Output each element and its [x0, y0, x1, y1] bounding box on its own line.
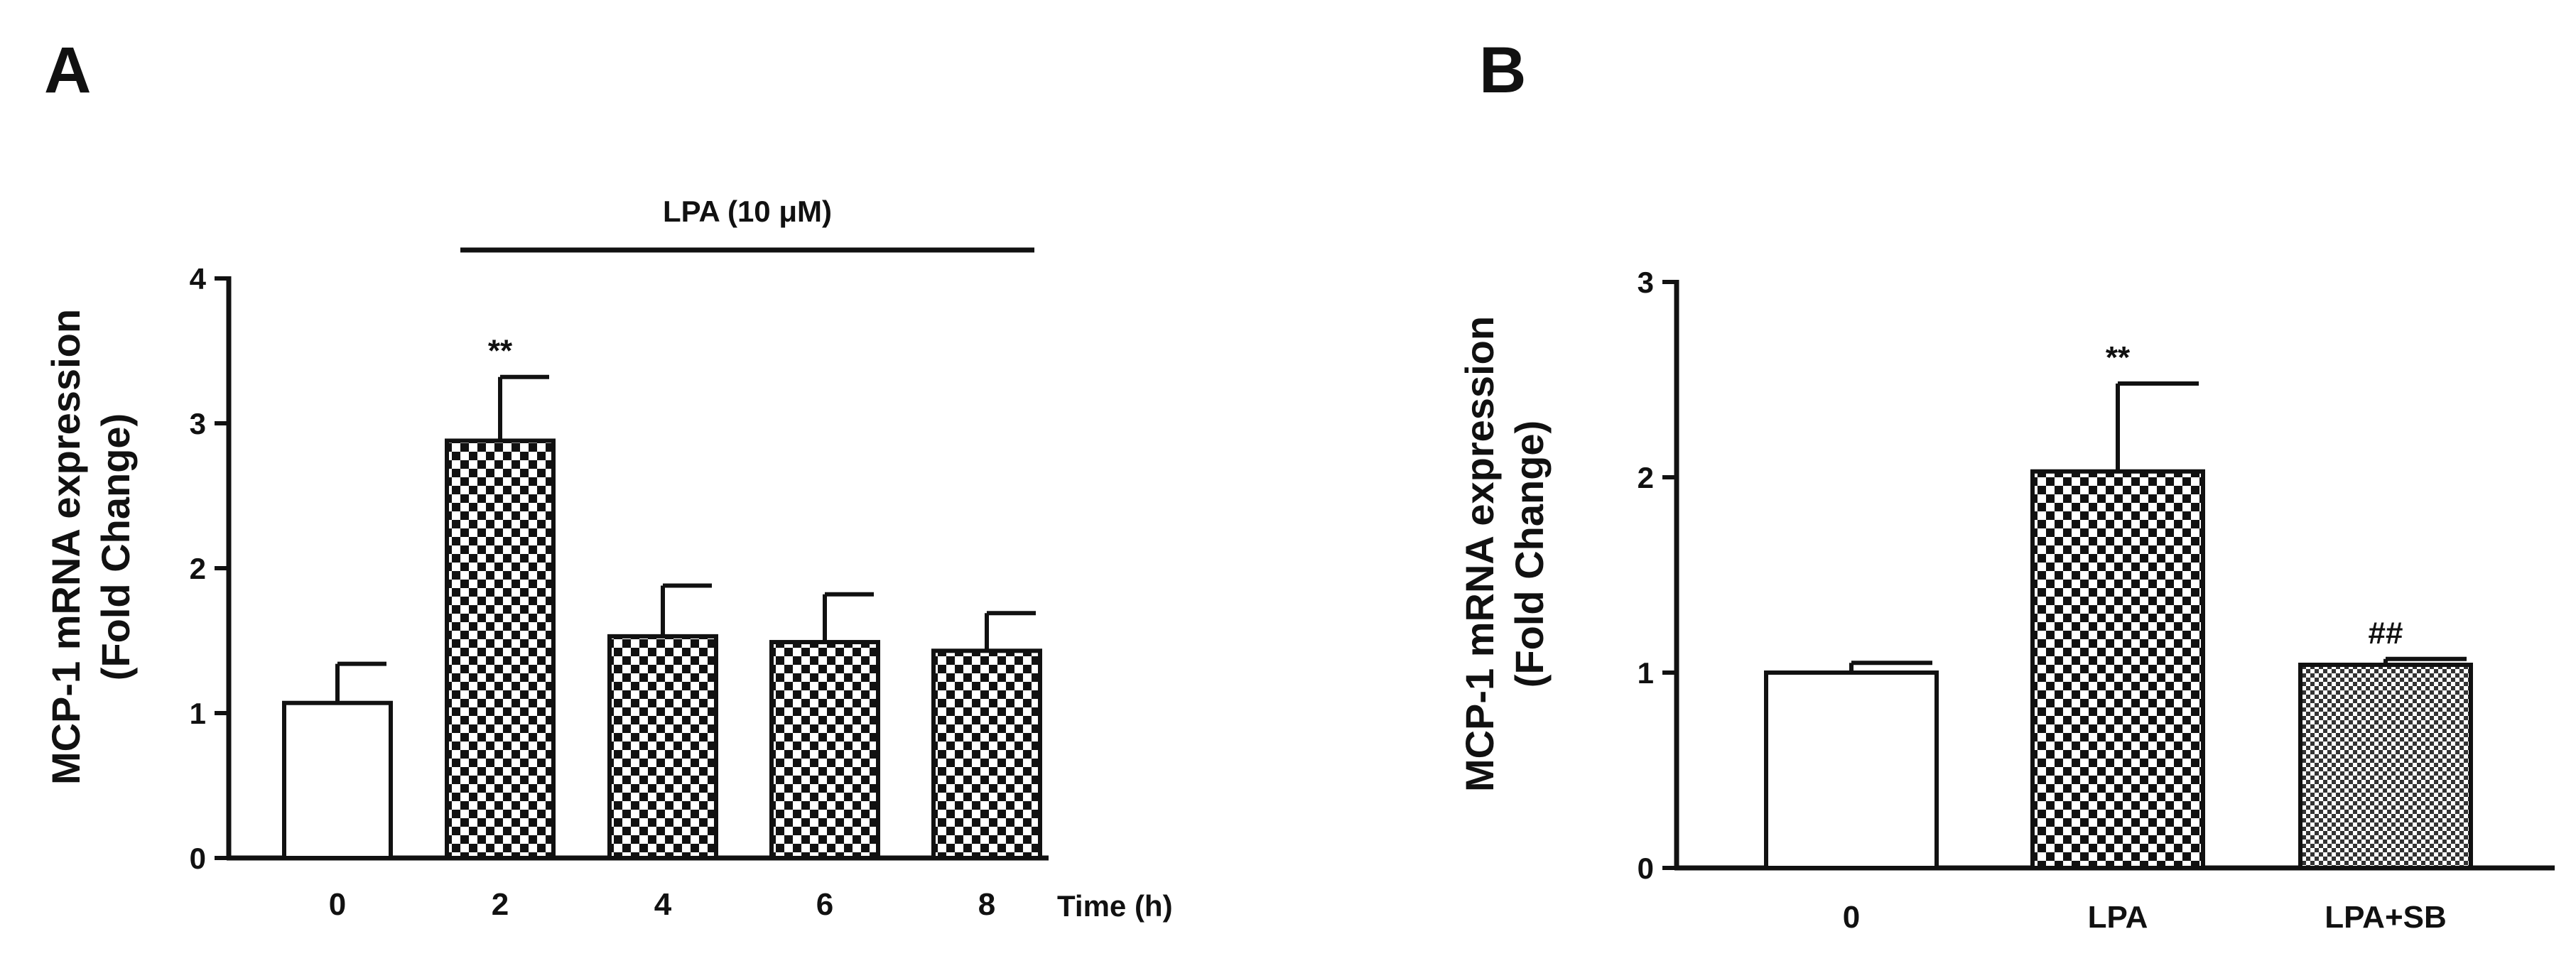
panel-b-bar-LPA+SB — [2298, 663, 2473, 870]
panel-b-category-label: 0 — [1843, 900, 1860, 935]
panel-b-significance: ## — [2369, 616, 2403, 651]
panel-a-category-label: 8 — [978, 887, 995, 922]
panel-a-category-label: 6 — [816, 887, 833, 922]
panel-b-bar-LPA — [2030, 469, 2205, 870]
panel-b-ytick-label: 3 — [1638, 266, 1654, 299]
panel-b-category-label: LPA — [2088, 900, 2148, 935]
panel-a-ytick-label: 3 — [190, 407, 206, 440]
panel-a-bar-2 — [445, 438, 556, 860]
panel-a-letter: A — [44, 34, 91, 107]
panel-a-ytick-label: 1 — [190, 697, 206, 730]
panel-b-ylabel-line1: MCP-1 mRNA expression — [1457, 316, 1502, 792]
panel-b-letter: B — [1479, 34, 1526, 107]
panel-b-ytick-label: 0 — [1638, 852, 1654, 885]
panel-b-significance: ** — [2106, 340, 2131, 375]
panel-a: A MCP-1 mRNA expression (Fold Change) LP… — [43, 34, 1173, 923]
panel-a-ylabel-line2: (Fold Change) — [93, 413, 138, 680]
panel-b-ytick-label: 2 — [1638, 461, 1654, 494]
panel-b-category-label: LPA+SB — [2325, 900, 2447, 935]
panel-a-bars: 0 ** 2 4 6 8 — [282, 334, 1042, 922]
panel-b-bars: 0 ** LPA ## LPA+SB — [1764, 340, 2473, 935]
panel-a-treatment-label: LPA (10 μM) — [663, 195, 832, 228]
panel-b: B MCP-1 mRNA expression (Fold Change) 0 1… — [1457, 34, 2555, 935]
panel-a-ytick-label: 4 — [190, 262, 207, 295]
panel-b-ytick-label: 1 — [1638, 656, 1654, 690]
panel-a-bar-0 — [282, 700, 393, 860]
panel-a-bar-4 — [607, 634, 718, 860]
panel-a-ytick-label: 0 — [190, 842, 206, 875]
panel-b-ylabel-line2: (Fold Change) — [1507, 420, 1552, 688]
panel-a-category-label: 0 — [329, 887, 346, 922]
panel-a-bar-6 — [769, 640, 880, 860]
panel-a-ytick-label: 2 — [190, 552, 206, 585]
panel-a-category-label: 2 — [492, 887, 509, 922]
panel-a-category-label: 4 — [654, 887, 672, 922]
panel-a-significance: ** — [488, 334, 513, 369]
panel-a-xlabel: Time (h) — [1057, 889, 1173, 923]
panel-a-ylabel-line1: MCP-1 mRNA expression — [43, 309, 88, 785]
panel-b-bar-0 — [1764, 670, 1939, 870]
panel-a-bar-8 — [931, 648, 1042, 861]
